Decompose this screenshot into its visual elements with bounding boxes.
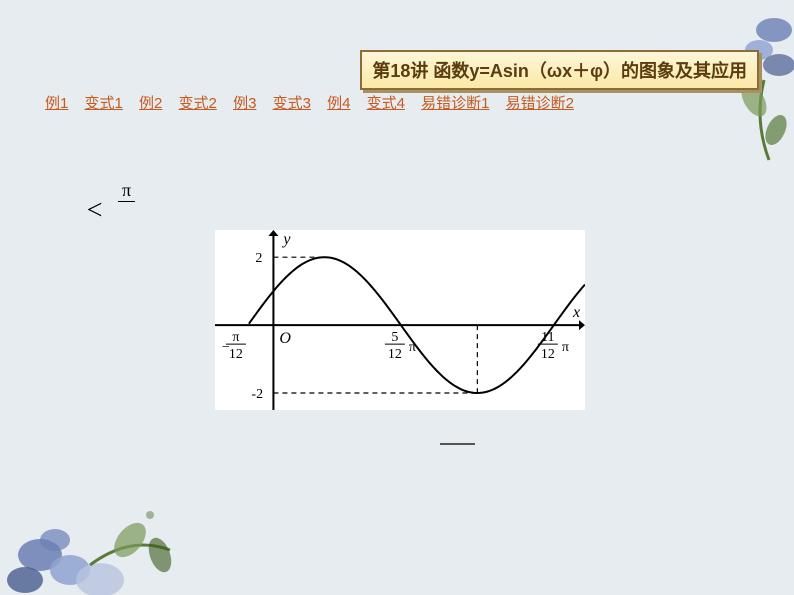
svg-text:12: 12 bbox=[541, 347, 555, 362]
example-nav: 例1 变式1 例2 变式2 例3 变式3 例4 变式4 易错诊断1 易错诊断2 bbox=[45, 92, 586, 113]
nav-link-ex3[interactable]: 例3 bbox=[233, 95, 256, 112]
floral-decoration-top bbox=[704, 0, 794, 180]
svg-text:y: y bbox=[281, 231, 291, 248]
svg-text:2: 2 bbox=[255, 251, 262, 266]
svg-text:π: π bbox=[409, 340, 416, 355]
nav-link-err1[interactable]: 易错诊断1 bbox=[421, 95, 489, 112]
svg-text:5: 5 bbox=[391, 330, 398, 345]
nav-link-var4[interactable]: 变式4 bbox=[367, 95, 405, 112]
less-than-symbol: < bbox=[85, 195, 104, 227]
svg-text:O: O bbox=[279, 330, 291, 347]
stray-dash bbox=[440, 443, 475, 445]
svg-text:12: 12 bbox=[388, 347, 402, 362]
nav-link-var3[interactable]: 变式3 bbox=[273, 95, 311, 112]
sine-graph: yxO2-2−π12512π1112π bbox=[215, 230, 585, 410]
svg-text:π: π bbox=[232, 330, 239, 345]
svg-text:-2: -2 bbox=[251, 387, 263, 402]
nav-link-ex2[interactable]: 例2 bbox=[139, 95, 162, 112]
svg-text:12: 12 bbox=[229, 347, 243, 362]
nav-link-var1[interactable]: 变式1 bbox=[85, 95, 123, 112]
pi-fraction: π bbox=[118, 180, 135, 202]
nav-link-var2[interactable]: 变式2 bbox=[179, 95, 217, 112]
nav-link-err2[interactable]: 易错诊断2 bbox=[506, 95, 574, 112]
lecture-title: 第18讲 函数y=Asin（ωx＋φ）的图象及其应用 bbox=[360, 50, 759, 90]
floral-decoration-bottom bbox=[0, 465, 200, 595]
svg-text:π: π bbox=[562, 340, 569, 355]
sine-graph-svg: yxO2-2−π12512π1112π bbox=[215, 230, 585, 410]
svg-text:11: 11 bbox=[541, 330, 554, 345]
svg-text:x: x bbox=[572, 304, 580, 321]
fraction-numerator: π bbox=[118, 180, 135, 202]
nav-link-ex4[interactable]: 例4 bbox=[327, 95, 350, 112]
nav-link-ex1[interactable]: 例1 bbox=[45, 95, 68, 112]
